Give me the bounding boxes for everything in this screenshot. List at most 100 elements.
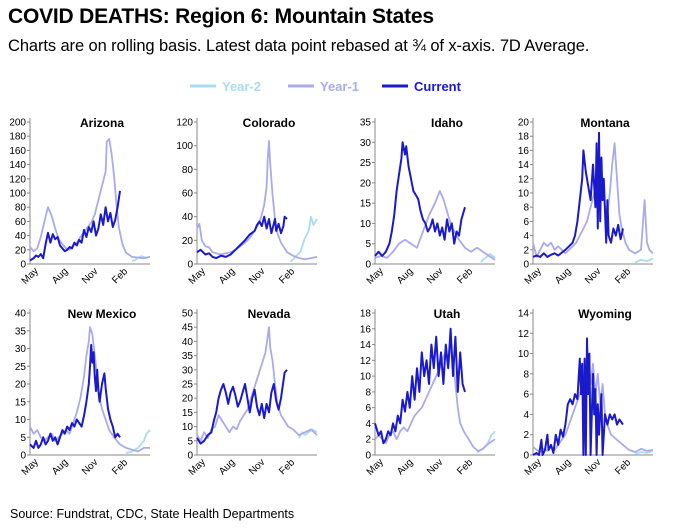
y-tick-label: 200 <box>9 118 26 129</box>
x-tick-label: Aug <box>553 266 573 286</box>
x-tick-label: Nov <box>247 457 267 477</box>
series-line-current <box>374 141 466 257</box>
y-tick-label: 5 <box>20 433 26 444</box>
y-tick-label: 4 <box>523 410 529 421</box>
y-tick-label: 6 <box>523 390 529 401</box>
y-tick-label: 120 <box>176 118 193 129</box>
y-tick-label: 18 <box>518 132 530 143</box>
x-tick-label: Feb <box>613 266 633 286</box>
y-tick-label: 40 <box>15 309 27 320</box>
y-tick-label: 0 <box>20 260 26 271</box>
y-tick-label: 35 <box>182 351 194 362</box>
y-tick-label: 14 <box>518 160 530 171</box>
y-tick-label: 35 <box>15 326 27 337</box>
y-tick-label: 0 <box>365 260 371 271</box>
y-tick-label: 50 <box>182 309 194 320</box>
legend-item-year-2: Year-2 <box>190 79 261 94</box>
y-tick-label: 10 <box>360 219 372 230</box>
series-line-current <box>374 327 466 445</box>
x-tick-label: Feb <box>277 457 297 477</box>
y-tick-label: 80 <box>182 165 194 176</box>
legend-label: Current <box>414 79 462 94</box>
y-tick-label: 0 <box>523 451 529 462</box>
y-tick-label: 20 <box>182 394 194 405</box>
y-tick-label: 25 <box>182 380 194 391</box>
legend-item-year-1: Year-1 <box>288 79 359 94</box>
series-line-year-1 <box>29 326 150 453</box>
legend-label: Year-2 <box>222 79 261 94</box>
y-tick-label: 12 <box>518 174 530 185</box>
chart-title: Colorado <box>243 116 296 130</box>
y-tick-label: 180 <box>9 132 26 143</box>
series-line-year-2 <box>634 257 654 264</box>
x-tick-label: Feb <box>455 457 475 477</box>
y-tick-label: 20 <box>15 245 27 256</box>
y-tick-label: 4 <box>365 419 371 430</box>
x-tick-label: Aug <box>50 457 70 477</box>
x-tick-label: Nov <box>425 457 445 477</box>
y-tick-label: 10 <box>518 189 530 200</box>
chart-title: New Mexico <box>68 307 137 321</box>
y-tick-label: 15 <box>360 199 372 210</box>
y-tick-label: 15 <box>15 397 27 408</box>
y-tick-label: 0 <box>523 260 529 271</box>
series-line-current <box>532 131 624 258</box>
chart-title: Montana <box>580 116 630 130</box>
series-line-year-1 <box>374 343 496 452</box>
x-tick-label: Feb <box>613 457 633 477</box>
x-tick-label: Nov <box>80 266 100 286</box>
chart-legend: Year-2 Year-1 Current <box>190 79 462 94</box>
y-tick-label: 25 <box>360 158 372 169</box>
y-tick-label: 0 <box>187 260 193 271</box>
chart-title: Utah <box>434 307 461 321</box>
y-tick-label: 12 <box>518 329 530 340</box>
series-line-year-2 <box>289 215 318 263</box>
x-tick-label: Nov <box>583 266 603 286</box>
y-tick-label: 8 <box>365 387 371 398</box>
y-tick-label: 10 <box>182 422 194 433</box>
x-tick-label: Aug <box>553 457 573 477</box>
chart-title: Arizona <box>80 116 124 130</box>
y-tick-label: 14 <box>518 309 530 320</box>
legend-item-current: Current <box>382 79 462 94</box>
y-tick-label: 0 <box>20 451 26 462</box>
y-tick-label: 80 <box>15 203 27 214</box>
y-tick-label: 40 <box>15 231 27 242</box>
series-line-year-1 <box>29 138 151 260</box>
y-tick-label: 40 <box>182 212 194 223</box>
y-tick-label: 16 <box>518 146 530 157</box>
y-tick-label: 40 <box>182 337 194 348</box>
y-tick-label: 20 <box>518 118 530 129</box>
x-tick-label: Aug <box>217 266 237 286</box>
y-tick-label: 10 <box>360 372 372 383</box>
series-line-year-1 <box>196 326 318 442</box>
series-line-year-1 <box>374 190 496 261</box>
x-tick-label: Aug <box>217 457 237 477</box>
y-tick-label: 5 <box>187 436 193 447</box>
x-tick-label: Aug <box>395 457 415 477</box>
y-tick-label: 140 <box>9 160 26 171</box>
y-tick-label: 30 <box>182 365 194 376</box>
chart-title: Wyoming <box>578 307 632 321</box>
y-tick-label: 2 <box>523 245 529 256</box>
x-tick-label: Feb <box>455 266 475 286</box>
y-tick-label: 8 <box>523 369 529 380</box>
series-line-current <box>196 215 288 260</box>
y-tick-label: 120 <box>9 174 26 185</box>
y-tick-label: 60 <box>182 189 194 200</box>
y-tick-label: 4 <box>523 231 529 242</box>
series-line-current <box>29 343 121 449</box>
y-tick-label: 25 <box>15 362 27 373</box>
series-line-current <box>196 369 288 445</box>
y-tick-label: 14 <box>360 340 372 351</box>
y-tick-label: 35 <box>360 118 372 129</box>
series-line-current <box>29 190 121 262</box>
legend-label: Year-1 <box>320 79 359 94</box>
